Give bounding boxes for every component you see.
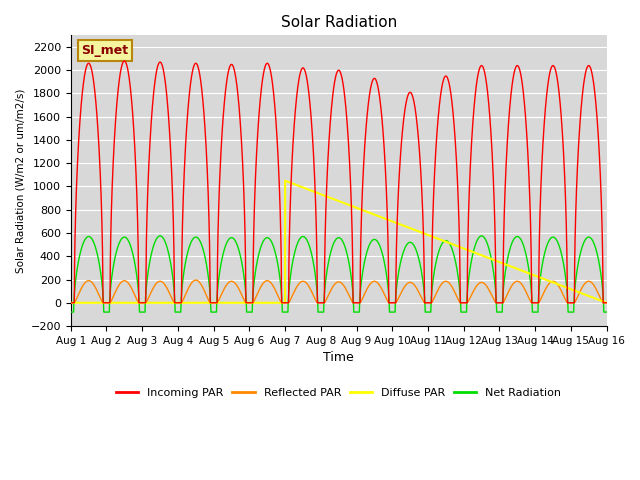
- Text: SI_met: SI_met: [81, 44, 129, 57]
- X-axis label: Time: Time: [323, 351, 354, 364]
- Y-axis label: Solar Radiation (W/m2 or um/m2/s): Solar Radiation (W/m2 or um/m2/s): [15, 88, 25, 273]
- Title: Solar Radiation: Solar Radiation: [280, 15, 397, 30]
- Legend: Incoming PAR, Reflected PAR, Diffuse PAR, Net Radiation: Incoming PAR, Reflected PAR, Diffuse PAR…: [111, 384, 566, 403]
